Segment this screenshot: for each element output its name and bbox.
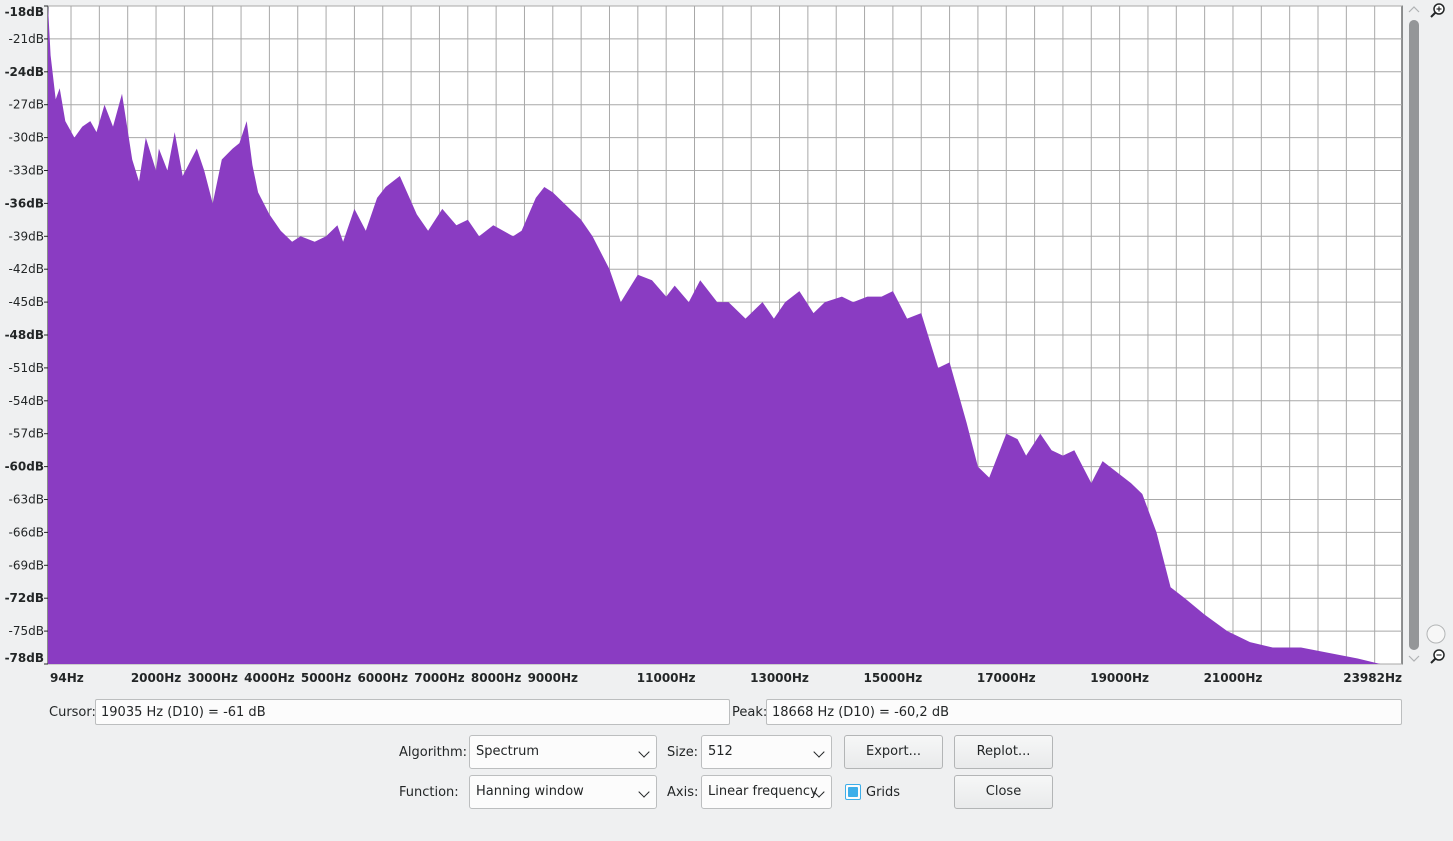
spectrum-chart[interactable]: -18dB -21dB -24dB -27dB -30dB -33dB -36dB -39dB… bbox=[0, 0, 1453, 692]
spectrum-plot-area: -18dB -21dB -24dB -27dB -30dB -33dB -36dB -39dB… bbox=[0, 0, 1453, 692]
algorithm-select-value: Spectrum bbox=[476, 744, 539, 759]
x-tick-label: 3000Hz bbox=[187, 671, 237, 685]
y-tick-label: -36dB bbox=[5, 196, 44, 210]
cursor-label: Cursor: bbox=[49, 705, 96, 720]
slider-handle[interactable] bbox=[1426, 624, 1446, 644]
peak-readout-field[interactable]: 18668 Hz (D10) = -60,2 dB bbox=[766, 699, 1402, 725]
y-tick-label: -27dB bbox=[9, 98, 44, 112]
x-tick-label: 2000Hz bbox=[131, 671, 181, 685]
x-tick-label: 5000Hz bbox=[301, 671, 351, 685]
y-tick-label: -75dB bbox=[9, 624, 44, 638]
x-tick-label: 15000Hz bbox=[863, 671, 922, 685]
x-tick-label: 8000Hz bbox=[471, 671, 521, 685]
size-select-value: 512 bbox=[708, 744, 733, 759]
y-tick-label: -21dB bbox=[9, 32, 44, 46]
x-tick-label: 7000Hz bbox=[414, 671, 464, 685]
peak-label: Peak: bbox=[732, 705, 768, 720]
x-tick-label: 21000Hz bbox=[1204, 671, 1263, 685]
y-tick-label: -48dB bbox=[5, 328, 44, 342]
x-tick-label: 11000Hz bbox=[637, 671, 696, 685]
function-select[interactable]: Hanning window bbox=[469, 775, 657, 809]
y-tick-label: -72dB bbox=[5, 591, 44, 605]
cursor-readout-field[interactable]: 19035 Hz (D10) = -61 dB bbox=[95, 699, 730, 725]
chevron-down-icon bbox=[813, 746, 825, 758]
chevron-down-icon bbox=[638, 746, 650, 758]
y-tick-label: -78dB bbox=[5, 651, 44, 665]
x-tick-label: 23982Hz bbox=[1343, 671, 1402, 685]
x-tick-label: 19000Hz bbox=[1090, 671, 1149, 685]
vertical-zoom-slider[interactable] bbox=[1409, 20, 1419, 650]
y-axis-labels: -18dB -21dB -24dB -27dB -30dB -33dB -36dB -39dB… bbox=[5, 5, 48, 665]
size-label: Size: bbox=[667, 745, 699, 760]
y-tick-label: -63dB bbox=[9, 493, 44, 507]
scroll-up-arrow-icon[interactable] bbox=[1408, 6, 1420, 13]
spectrum-area bbox=[48, 6, 1402, 664]
size-select[interactable]: 512 bbox=[701, 735, 832, 769]
zoom-in-icon[interactable] bbox=[1430, 3, 1445, 18]
x-tick-label: 13000Hz bbox=[750, 671, 809, 685]
y-tick-label: -51dB bbox=[9, 361, 44, 375]
axis-select[interactable]: Linear frequency bbox=[701, 775, 832, 809]
y-tick-label: -66dB bbox=[9, 525, 44, 539]
y-tick-label: -69dB bbox=[9, 558, 44, 572]
export-button[interactable]: Export... bbox=[844, 735, 943, 769]
y-tick-label: -57dB bbox=[9, 427, 44, 441]
x-tick-label: 94Hz bbox=[50, 671, 84, 685]
y-tick-label: -18dB bbox=[5, 5, 44, 19]
grids-label[interactable]: Grids bbox=[866, 785, 901, 800]
slider-groove-fill bbox=[1409, 20, 1419, 650]
x-tick-label: 6000Hz bbox=[358, 671, 408, 685]
algorithm-label: Algorithm: bbox=[399, 745, 468, 760]
replot-button[interactable]: Replot... bbox=[954, 735, 1053, 769]
scroll-down-arrow-icon[interactable] bbox=[1408, 655, 1420, 662]
grids-checkbox[interactable] bbox=[845, 784, 861, 800]
x-tick-label: 4000Hz bbox=[244, 671, 294, 685]
axis-select-value: Linear frequency bbox=[708, 784, 818, 799]
x-tick-label: 9000Hz bbox=[528, 671, 578, 685]
zoom-out-icon[interactable] bbox=[1430, 649, 1445, 664]
y-tick-label: -24dB bbox=[5, 65, 44, 79]
y-tick-label: -30dB bbox=[9, 131, 44, 145]
y-tick-label: -45dB bbox=[9, 295, 44, 309]
x-tick-label: 17000Hz bbox=[977, 671, 1036, 685]
y-tick-label: -39dB bbox=[9, 229, 44, 243]
function-label: Function: bbox=[399, 785, 459, 800]
x-axis-labels: 94Hz 2000Hz 3000Hz 4000Hz 5000Hz 6000Hz 7000Hz… bbox=[50, 671, 1402, 685]
close-button[interactable]: Close bbox=[954, 775, 1053, 809]
y-tick-label: -42dB bbox=[9, 262, 44, 276]
axis-label: Axis: bbox=[667, 785, 699, 800]
algorithm-select[interactable]: Spectrum bbox=[469, 735, 657, 769]
y-tick-label: -54dB bbox=[9, 394, 44, 408]
function-select-value: Hanning window bbox=[476, 784, 584, 799]
chevron-down-icon bbox=[638, 786, 650, 798]
grids-checkbox-fill bbox=[848, 787, 858, 797]
y-tick-label: -33dB bbox=[9, 164, 44, 178]
y-tick-label: -60dB bbox=[5, 460, 44, 474]
